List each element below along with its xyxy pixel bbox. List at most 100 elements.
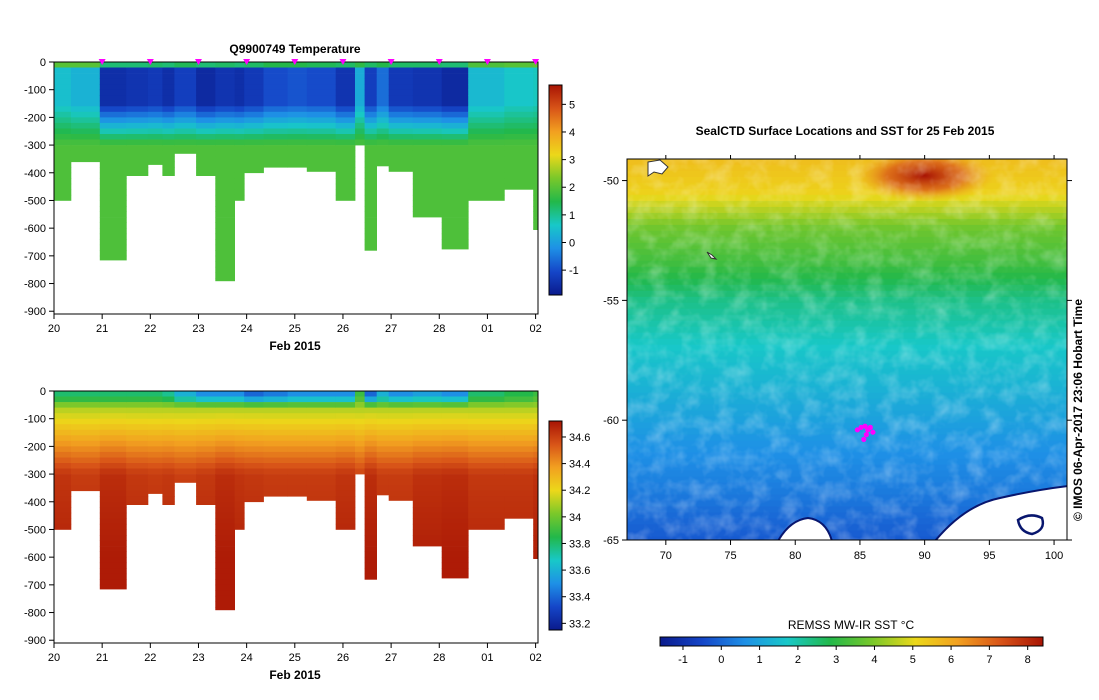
profile-cell [441,150,469,157]
profile-cell [234,429,245,436]
profile-cell [441,211,469,218]
profile-cell [215,557,235,564]
profile-cell [306,496,337,501]
profile-cell [99,424,127,431]
profile-cell [441,424,469,431]
profile-cell [376,145,390,151]
profile-cell [388,95,414,102]
profile-cell [54,134,72,140]
profile-cell [533,546,538,552]
profile-cell [412,451,443,458]
y-tick-label: 0 [40,57,46,69]
profile-cell [306,95,337,102]
profile-cell [99,239,127,246]
profile-cell [147,479,163,486]
profile-cell [504,429,534,436]
profile-cell [215,413,235,420]
profile-cell [196,457,216,464]
profile-cell [263,156,288,163]
profile-cell [412,161,443,168]
profile-cell [388,407,414,414]
profile-cell [162,418,175,425]
profile-cell [376,413,390,420]
profile-cell [54,183,72,190]
profile-cell [335,62,356,68]
profile-cell [504,446,534,453]
profile-cell [147,84,163,91]
profile-cell [244,440,264,447]
profile-cell [234,402,245,408]
profile-cell [162,67,175,74]
profile-cell [364,479,377,486]
profile-cell [244,463,264,469]
profile-cell [441,540,469,547]
profile-cell [441,529,469,536]
profile-cell [263,490,288,497]
profile-cell [468,429,505,436]
profile-cell [54,501,72,508]
profile-cell [215,167,235,174]
profile-cell [263,479,288,486]
profile-cell [468,134,505,140]
profile-cell [412,206,443,212]
profile-cell [364,468,377,475]
profile-cell [376,485,390,492]
profile-cell [468,485,505,492]
profile-cell [412,73,443,79]
profile-cell [533,194,538,201]
profile-cell [174,396,197,403]
profile-cell [99,523,127,530]
profile-cell [126,396,149,403]
profile-cell [99,222,127,229]
profile-cell [196,150,216,157]
profile-cell [174,73,197,79]
profile-cell [126,100,149,107]
profile-cell [441,501,469,508]
profile-cell [244,100,264,107]
profile-cell [376,156,390,163]
salinity-x-axis: 20 21 22 23 24 25 26 27 28 01 02 [48,643,542,664]
profile-cell [355,78,365,85]
profile-cell [364,463,377,469]
profile-cell [355,73,365,79]
surface-marker [339,59,347,65]
profile-cell [441,446,469,453]
x-tick-label: 22 [144,323,156,335]
profile-cell [174,424,197,431]
profile-cell [504,474,534,480]
profile-cell [412,211,443,218]
surface-marker [435,59,443,65]
profile-cell [70,424,101,431]
profile-cell [99,429,127,436]
profile-cell [215,463,235,469]
profile-cell [99,391,127,397]
profile-cell [468,62,505,68]
profile-cell [99,512,127,519]
profile-cell [126,501,149,505]
profile-cell [468,479,505,486]
profile-cell [215,562,235,569]
profile-cell [441,457,469,464]
profile-cell [215,211,235,218]
profile-cell [126,440,149,447]
profile-cell [263,457,288,464]
profile-cell [364,139,377,146]
profile-cell [533,95,538,102]
profile-cell [504,122,534,129]
profile-cell [70,156,101,163]
profile-cell [70,111,101,118]
profile-cell [162,156,175,163]
profile-cell [441,228,469,235]
profile-cell [287,145,308,151]
profile-cell [162,89,175,96]
profile-cell [126,424,149,431]
profile-cell [364,73,377,79]
profile-cell [234,451,245,458]
profile-cell [287,479,308,486]
profile-cell [196,451,216,458]
colorbar-tick-label: 4 [569,127,575,139]
profile-cell [376,479,390,486]
profile-cell [99,535,127,541]
profile-cell [174,134,197,140]
profile-cell [174,122,197,129]
